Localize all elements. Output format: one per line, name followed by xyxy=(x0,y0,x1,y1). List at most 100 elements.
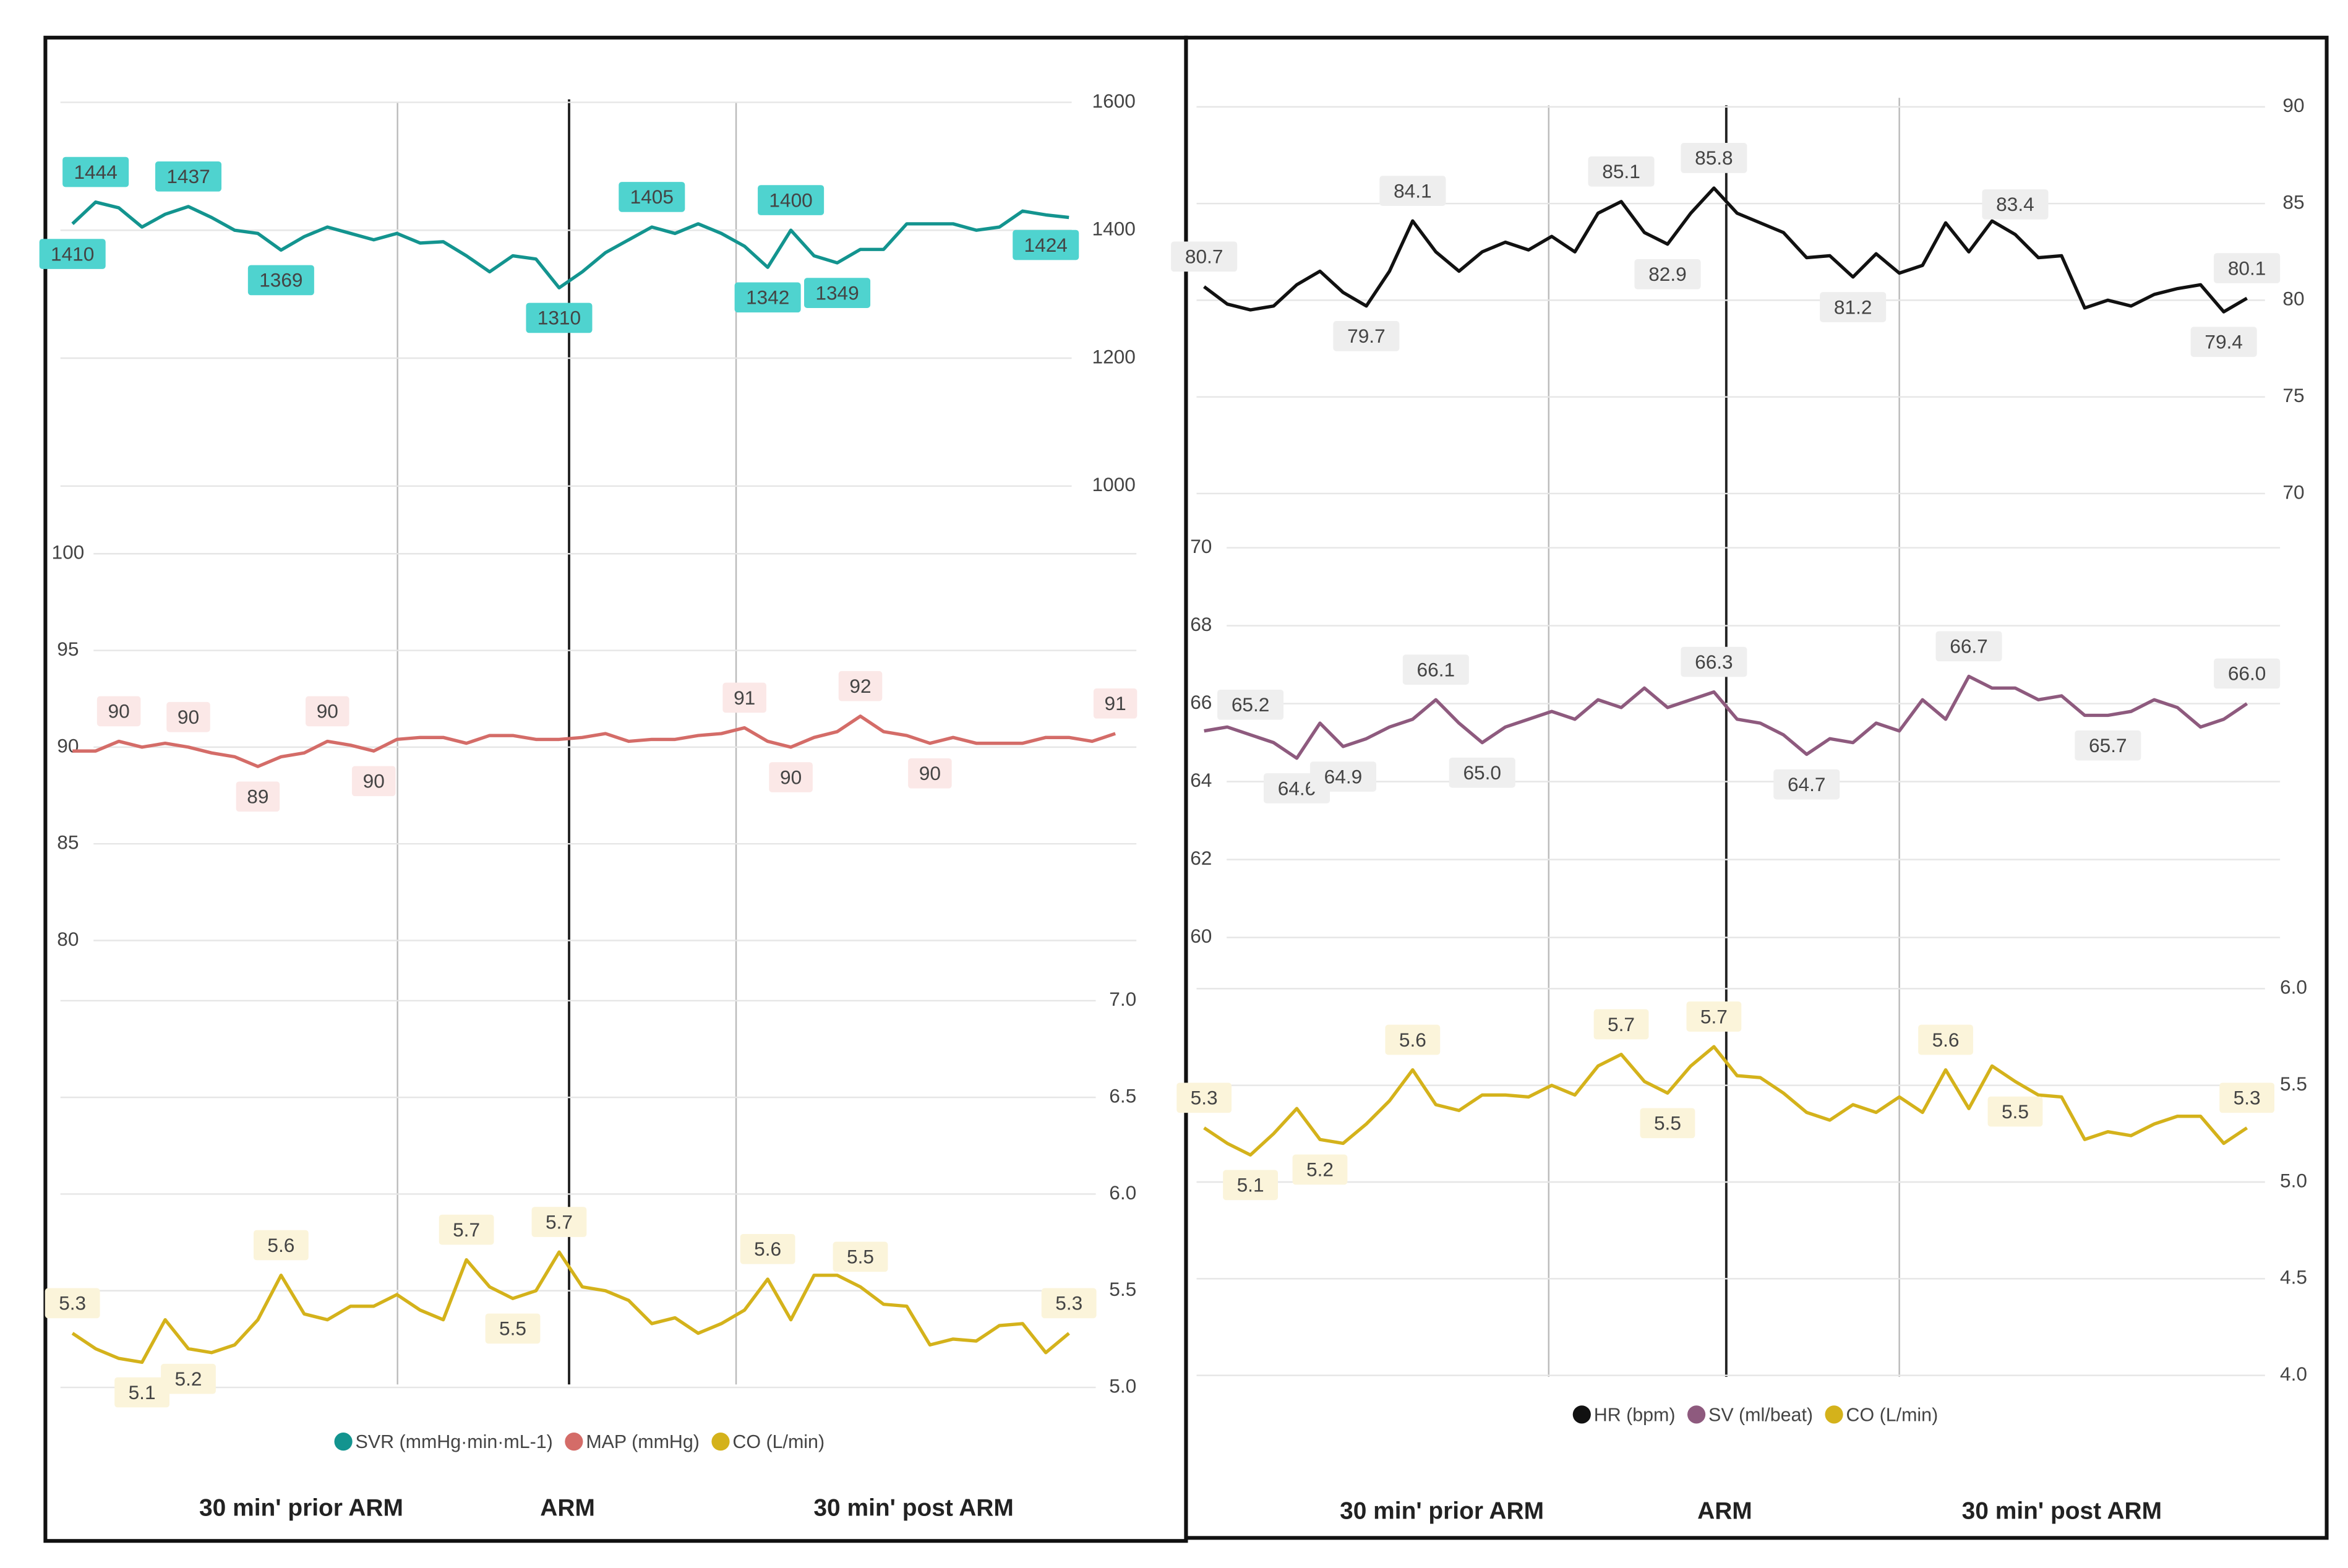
data-label-bg xyxy=(2214,658,2281,689)
data-label-bg xyxy=(1773,769,1840,800)
data-label: 1310 xyxy=(538,307,581,329)
data-label-bg xyxy=(62,156,129,187)
y-tick-label: 5.5 xyxy=(2280,1073,2307,1095)
data-label: 90 xyxy=(780,766,802,788)
data-label: 1437 xyxy=(166,165,210,187)
data-label: 1400 xyxy=(769,189,812,211)
legend-label: CO (L/min) xyxy=(732,1431,825,1452)
x-category-label: ARM xyxy=(540,1494,595,1521)
data-label-bg xyxy=(96,696,141,727)
data-label-bg xyxy=(2075,730,2141,761)
data-label: 90 xyxy=(363,770,385,792)
y-tick-label: 66 xyxy=(1190,691,1212,713)
data-label-bg xyxy=(769,762,813,792)
data-label: 65.2 xyxy=(1232,693,1270,716)
data-label: 79.7 xyxy=(1347,325,1386,347)
y-tick-label: 6.0 xyxy=(1109,1181,1136,1204)
y-tick-label: 70 xyxy=(2282,481,2304,503)
data-label: 80.1 xyxy=(2228,257,2266,279)
data-label: 1405 xyxy=(630,186,674,208)
data-line xyxy=(71,200,1069,289)
data-label-bg xyxy=(161,1363,216,1394)
data-label: 5.2 xyxy=(175,1368,202,1390)
data-label: 85.8 xyxy=(1695,147,1733,169)
data-label-bg xyxy=(1820,292,1887,322)
data-label: 5.7 xyxy=(546,1210,573,1233)
data-label: 5.6 xyxy=(267,1234,294,1256)
data-label: 5.5 xyxy=(847,1246,874,1268)
data-label: 90 xyxy=(317,700,338,722)
y-tick-label: 70 xyxy=(1190,535,1212,557)
data-label: 64.9 xyxy=(1324,765,1363,787)
y-tick-label: 90 xyxy=(57,734,79,756)
data-label: 5.7 xyxy=(453,1219,480,1241)
data-label: 5.6 xyxy=(754,1238,781,1260)
data-label-bg xyxy=(2219,1082,2275,1113)
y-tick-label: 4.0 xyxy=(2280,1363,2307,1385)
panel-border xyxy=(43,35,1188,1543)
data-label: 85.1 xyxy=(1602,160,1640,182)
legend-marker xyxy=(711,1433,730,1451)
data-label: 89 xyxy=(247,786,268,808)
data-line xyxy=(71,1250,1070,1365)
legend-marker xyxy=(1687,1405,1706,1424)
y-tick-label: 7.0 xyxy=(1109,988,1136,1010)
data-label-bg xyxy=(758,185,825,215)
data-label-bg xyxy=(2214,253,2281,283)
data-label-bg xyxy=(1681,646,1747,677)
x-category-label: 30 min' prior ARM xyxy=(199,1494,403,1521)
data-label-bg xyxy=(1640,1108,1695,1139)
data-label-bg xyxy=(1333,321,1400,351)
data-label: 91 xyxy=(734,687,755,709)
data-line xyxy=(1204,674,2248,760)
data-label-bg xyxy=(236,781,280,812)
y-tick-label: 1400 xyxy=(1092,218,1136,240)
data-label: 65.7 xyxy=(2089,734,2127,756)
data-label-bg xyxy=(804,278,871,308)
data-label: 5.1 xyxy=(1237,1174,1264,1196)
data-label-bg xyxy=(1223,1170,1278,1201)
data-label-bg xyxy=(1588,156,1655,187)
data-label-bg xyxy=(526,302,593,333)
data-label: 5.5 xyxy=(2002,1100,2029,1123)
data-label: 66.3 xyxy=(1695,651,1733,673)
data-label: 5.2 xyxy=(1306,1159,1334,1181)
data-label: 82.9 xyxy=(1648,263,1687,285)
legend-marker xyxy=(565,1433,583,1451)
data-label-bg xyxy=(39,239,106,269)
y-tick-label: 1200 xyxy=(1092,345,1136,367)
data-label: 1444 xyxy=(74,161,117,183)
data-label-bg xyxy=(734,282,801,313)
data-label-bg xyxy=(833,1241,888,1272)
data-label: 90 xyxy=(108,700,130,722)
data-label-bg xyxy=(485,1313,541,1344)
data-label-bg xyxy=(908,758,952,789)
data-label-bg xyxy=(351,766,396,797)
data-label: 1342 xyxy=(746,286,789,309)
y-tick-label: 80 xyxy=(2282,288,2304,310)
data-line xyxy=(72,714,1116,768)
data-label-bg xyxy=(2190,327,2257,358)
legend-marker xyxy=(334,1433,353,1451)
data-label: 1369 xyxy=(259,269,302,291)
x-category-label: 30 min' post ARM xyxy=(813,1494,1013,1521)
data-label-bg xyxy=(1593,1009,1649,1040)
data-label-bg xyxy=(1686,1001,1742,1032)
y-tick-label: 1600 xyxy=(1092,90,1136,112)
data-label-bg xyxy=(1634,259,1701,289)
y-tick-label: 80 xyxy=(57,928,79,950)
data-label: 84.1 xyxy=(1394,179,1432,202)
data-label: 5.5 xyxy=(1654,1112,1681,1134)
data-label: 1424 xyxy=(1024,234,1068,256)
y-tick-label: 60 xyxy=(1190,925,1212,947)
data-label-bg xyxy=(166,701,210,732)
data-label-bg xyxy=(253,1230,309,1261)
y-tick-label: 5.0 xyxy=(1109,1374,1136,1397)
data-label: 64.7 xyxy=(1788,773,1826,795)
data-label: 66.0 xyxy=(2228,662,2266,685)
legend-label: MAP (mmHg) xyxy=(586,1431,700,1452)
x-category-label: 30 min' prior ARM xyxy=(1340,1497,1544,1524)
y-tick-label: 100 xyxy=(52,541,85,563)
data-label-bg xyxy=(838,670,883,701)
